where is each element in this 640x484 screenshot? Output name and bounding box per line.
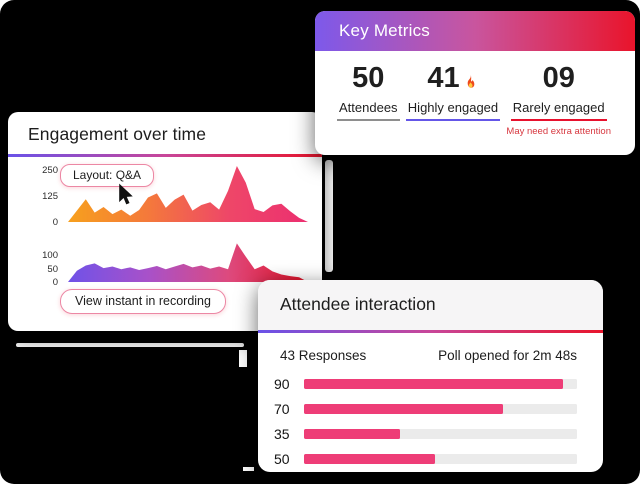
attendees-count: 50 xyxy=(352,62,385,94)
key-metrics-stats: 50 Attendees 41 Highly engaged 09 Rarely… xyxy=(315,51,635,137)
poll-bar-value-label: 50 xyxy=(274,450,290,467)
fire-icon xyxy=(467,74,474,88)
key-metrics-title: Key Metrics xyxy=(339,21,430,40)
view-recording-label: View instant in recording xyxy=(75,294,211,308)
y-tick-label: 125 xyxy=(42,191,58,203)
key-metrics-header: Key Metrics xyxy=(315,11,635,51)
lower-area-chart xyxy=(68,243,308,282)
stat-attendees: 50 Attendees xyxy=(337,64,400,137)
poll-bar-fill xyxy=(304,403,504,414)
highly-engaged-count: 41 xyxy=(406,64,500,93)
key-metrics-card: Key Metrics 50 Attendees 41 Highly engag… xyxy=(315,11,635,155)
area-series xyxy=(68,166,308,222)
rarely-engaged-note: May need extra attention xyxy=(506,126,611,137)
poll-bar-row: 90 xyxy=(274,376,577,392)
rarely-engaged-label: Rarely engaged xyxy=(510,100,607,121)
highly-engaged-label: Highly engaged xyxy=(405,100,501,121)
poll-bar-row: 35 xyxy=(274,426,577,442)
y-tick-label: 0 xyxy=(52,217,58,228)
poll-bar-track xyxy=(304,403,577,414)
attendee-card-header: Attendee interaction xyxy=(258,280,603,330)
stat-highly-engaged: 41 Highly engaged xyxy=(405,64,501,137)
y-tick-label: 50 xyxy=(47,263,58,275)
highly-engaged-number: 41 xyxy=(427,62,460,94)
upper-area-chart xyxy=(68,166,308,222)
poll-bar-value-label: 90 xyxy=(274,375,290,392)
stat-rarely-engaged: 09 Rarely engaged May need extra attenti… xyxy=(506,62,611,138)
poll-bar-fill xyxy=(304,453,436,464)
poll-bar-track xyxy=(304,453,577,464)
engagement-divider xyxy=(8,154,322,157)
poll-bar-track xyxy=(304,378,577,389)
layout-tooltip-label: Layout: Q&A xyxy=(73,168,142,182)
y-tick-label: 250 xyxy=(42,165,58,177)
y-tick-label: 100 xyxy=(42,250,58,262)
poll-bar-fill xyxy=(304,428,400,439)
background-edge-line xyxy=(16,343,244,347)
poll-bar-row: 70 xyxy=(274,401,577,417)
rarely-engaged-count: 09 xyxy=(542,62,575,94)
attendee-divider xyxy=(258,330,603,333)
engagement-chart-lower: 100 50 0 xyxy=(34,242,308,288)
attendee-card-title: Attendee interaction xyxy=(280,294,436,314)
background-edge-fragment-2 xyxy=(243,467,254,471)
attendee-interaction-card: Attendee interaction 43 Responses Poll o… xyxy=(258,280,603,472)
lower-chart-y-axis: 100 50 0 xyxy=(34,242,58,288)
scrollbar-thumb[interactable] xyxy=(325,160,333,272)
engagement-card: Engagement over time 250 125 0 100 50 0 Layo… xyxy=(8,112,322,331)
upper-chart-y-axis: 250 125 0 xyxy=(34,165,58,228)
engagement-chart-upper: 250 125 0 xyxy=(34,165,308,228)
poll-bar-value-label: 35 xyxy=(274,425,290,442)
poll-open-duration: Poll opened for 2m 48s xyxy=(438,347,577,363)
poll-bar-track xyxy=(304,428,577,439)
view-recording-button[interactable]: View instant in recording xyxy=(60,289,226,314)
poll-info-row: 43 Responses Poll opened for 2m 48s xyxy=(258,333,603,363)
poll-bar-row: 50 xyxy=(274,451,577,467)
y-tick-label: 0 xyxy=(52,277,58,288)
poll-bar-value-label: 70 xyxy=(274,400,290,417)
layout-tooltip-chip[interactable]: Layout: Q&A xyxy=(60,164,155,187)
attendees-label: Attendees xyxy=(337,100,400,121)
engagement-card-title: Engagement over time xyxy=(28,124,207,144)
background-edge-fragment xyxy=(239,350,247,367)
mouse-cursor-icon xyxy=(119,183,133,205)
responses-count: 43 Responses xyxy=(280,347,367,363)
poll-results-bars: 90 70 35 50 xyxy=(258,376,603,467)
poll-bar-fill xyxy=(304,378,564,389)
area-series xyxy=(68,243,308,282)
